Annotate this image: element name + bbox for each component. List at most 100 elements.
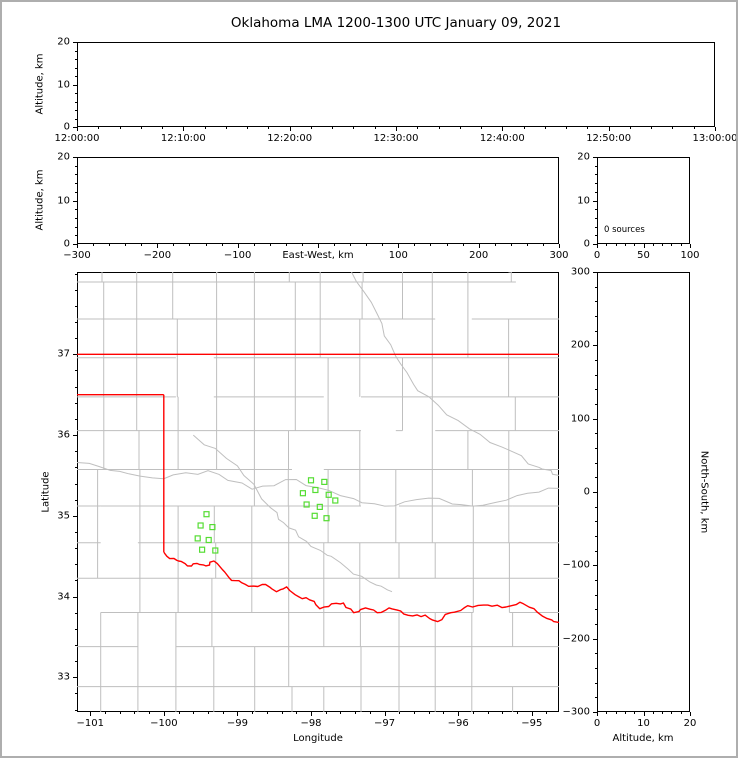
axis-tick <box>487 712 489 714</box>
axis-tick <box>119 127 121 129</box>
axis-tick <box>109 244 111 246</box>
longitude-xlabel: Longitude <box>293 733 343 744</box>
axis-tick <box>77 127 78 131</box>
axis-tick <box>595 174 597 176</box>
tick-label: 20 <box>57 36 70 48</box>
axis-tick <box>462 244 464 246</box>
axis-tick <box>414 712 416 714</box>
tick-label: −101 <box>76 718 104 729</box>
plan-view-panel <box>77 272 559 712</box>
axis-tick <box>140 127 142 129</box>
tick-label: 300 <box>570 266 590 278</box>
latitude-ylabel: Latitude <box>40 471 52 513</box>
axis-tick <box>73 127 77 128</box>
axis-tick <box>502 712 504 714</box>
axis-tick <box>615 712 617 714</box>
tick-label: 12:20:00 <box>267 133 313 144</box>
axis-tick <box>595 653 597 655</box>
axis-tick <box>285 244 287 246</box>
axis-tick <box>595 217 597 219</box>
axis-tick <box>662 244 664 246</box>
axis-tick <box>75 612 77 614</box>
tick-label: 0 <box>63 238 70 250</box>
axis-tick <box>587 127 589 129</box>
tick-label: 37 <box>57 348 70 360</box>
axis-tick <box>615 244 617 246</box>
axis-tick <box>566 127 568 129</box>
axis-tick <box>134 712 136 714</box>
tick-label: 0 <box>593 718 601 729</box>
tick-label: −300 <box>63 250 91 261</box>
axis-tick <box>593 157 597 158</box>
axis-tick <box>595 462 597 464</box>
axis-tick <box>73 84 77 86</box>
axis-tick <box>207 712 209 714</box>
axis-tick <box>75 165 77 167</box>
axis-tick <box>73 42 77 43</box>
axis-tick <box>593 565 597 567</box>
axis-tick <box>595 301 597 303</box>
axis-tick <box>595 536 597 537</box>
axis-tick <box>104 712 106 714</box>
axis-tick <box>119 712 121 714</box>
axis-tick <box>75 661 77 663</box>
tick-label: 12:30:00 <box>373 133 419 144</box>
axis-tick <box>75 644 77 646</box>
axis-tick <box>481 127 483 129</box>
axis-tick <box>595 580 597 581</box>
axis-tick <box>446 244 448 246</box>
axis-tick <box>73 157 77 158</box>
axis-tick <box>149 712 151 714</box>
axis-tick <box>355 712 357 714</box>
axis-tick <box>595 448 597 449</box>
axis-tick <box>75 322 77 324</box>
axis-tick <box>90 712 92 716</box>
axis-tick <box>75 76 77 77</box>
axis-tick <box>595 191 597 193</box>
axis-tick <box>75 580 77 582</box>
axis-tick <box>671 712 673 714</box>
tick-label: 20 <box>57 151 70 163</box>
axis-tick <box>253 244 255 246</box>
tick-label: −97 <box>374 718 396 729</box>
axis-tick <box>559 244 560 248</box>
axis-tick <box>494 244 496 246</box>
axis-tick <box>715 127 716 131</box>
axis-tick <box>75 531 77 533</box>
tick-label: −300 <box>562 706 590 718</box>
tick-label: 10 <box>57 195 70 206</box>
axis-tick <box>651 127 653 129</box>
altitude-xlabel: Altitude, km <box>612 733 674 744</box>
axis-tick <box>443 712 445 714</box>
axis-tick <box>163 712 165 716</box>
axis-tick <box>75 386 77 388</box>
axis-tick <box>595 404 597 405</box>
axis-tick <box>162 127 164 129</box>
axis-tick <box>75 101 77 103</box>
tick-label: 0 <box>583 486 590 498</box>
axis-tick <box>73 435 77 437</box>
tick-label: 36 <box>57 429 70 441</box>
axis-tick <box>269 244 271 246</box>
axis-tick <box>75 217 77 219</box>
axis-tick <box>75 67 77 69</box>
tick-label: −100 <box>223 250 252 261</box>
axis-tick <box>629 127 631 129</box>
axis-tick <box>593 638 597 640</box>
axis-tick <box>595 521 597 523</box>
axis-tick <box>75 451 77 453</box>
axis-tick <box>472 712 474 714</box>
axis-tick <box>593 418 597 420</box>
axis-tick <box>73 354 77 356</box>
time-height-panel <box>77 42 715 127</box>
axis-tick <box>531 712 533 716</box>
axis-tick <box>75 209 77 211</box>
axis-tick <box>693 127 695 129</box>
axis-tick <box>281 712 283 714</box>
axis-tick <box>73 200 77 202</box>
tick-label: −100 <box>562 559 590 571</box>
axis-tick <box>595 433 597 435</box>
axis-tick <box>595 609 597 611</box>
axis-tick <box>595 668 597 669</box>
axis-tick <box>544 127 546 129</box>
